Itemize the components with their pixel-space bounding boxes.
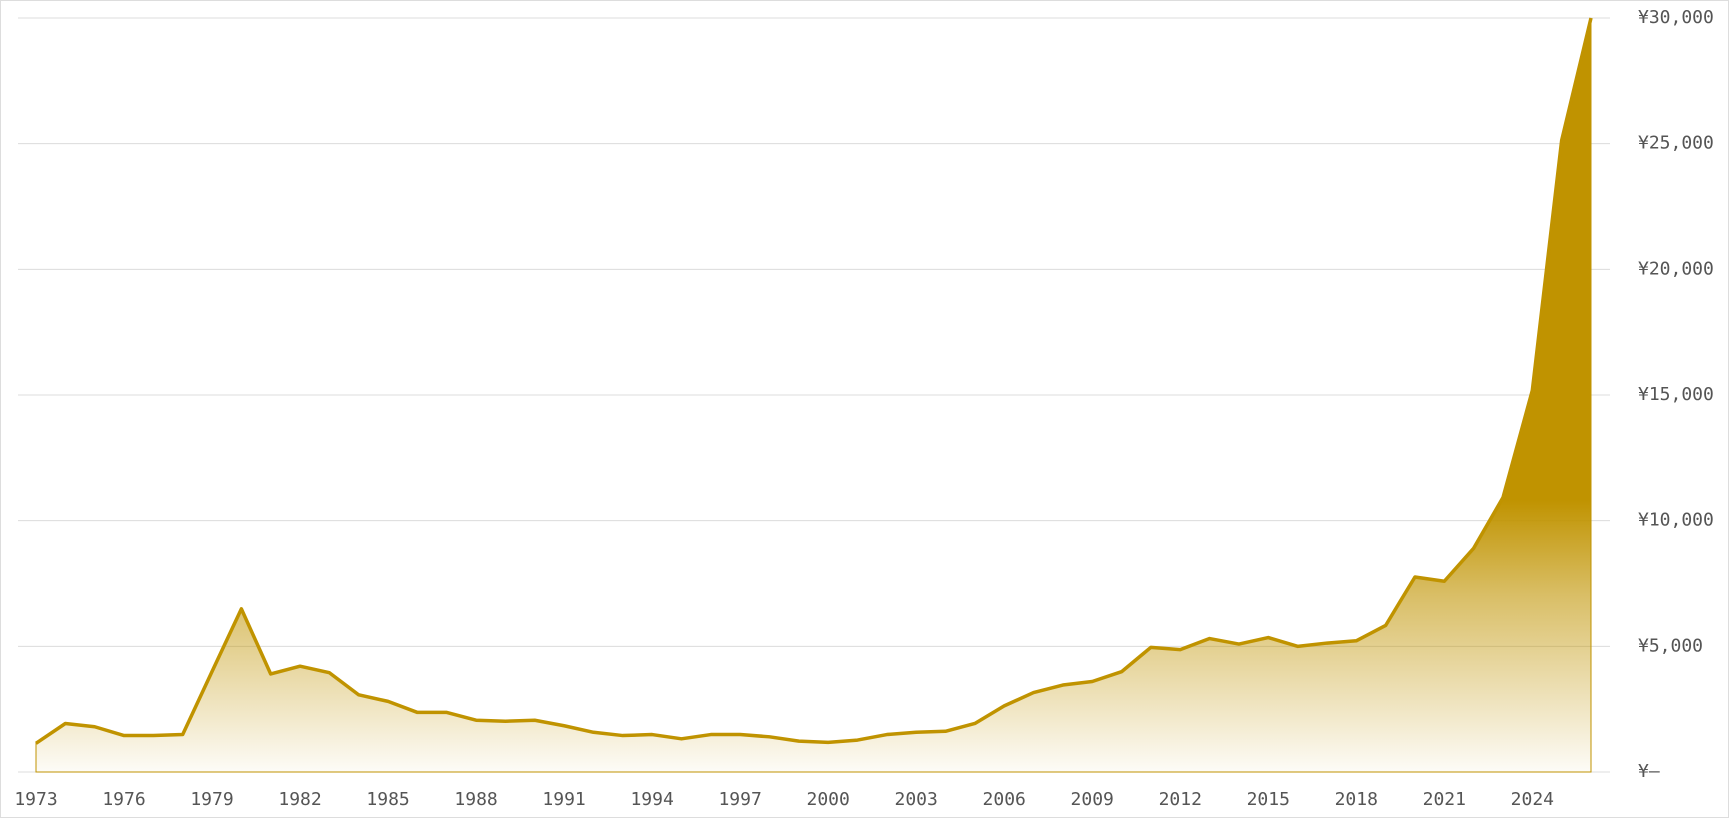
x-tick-label: 1979 (190, 789, 233, 810)
x-tick-label: 1973 (14, 789, 57, 810)
x-tick-label: 2018 (1335, 789, 1378, 810)
y-tick-label: ¥5,000 (1638, 635, 1703, 656)
x-tick-label: 2024 (1511, 789, 1554, 810)
x-tick-label: 2021 (1423, 789, 1466, 810)
x-tick-label: 2006 (983, 789, 1026, 810)
x-tick-label: 2009 (1071, 789, 1114, 810)
x-tick-label: 1997 (718, 789, 761, 810)
x-tick-label: 1985 (366, 789, 409, 810)
line (35, 17, 1593, 745)
x-tick-label: 2015 (1247, 789, 1290, 810)
x-tick-label: 1976 (102, 789, 145, 810)
y-tick-label: ¥25,000 (1638, 133, 1714, 154)
y-tick-label: ¥– (1638, 761, 1660, 782)
y-tick-label: ¥10,000 (1638, 510, 1714, 531)
x-tick-label: 1982 (278, 789, 321, 810)
y-tick-label: ¥15,000 (1638, 384, 1714, 405)
x-tick-label: 2003 (895, 789, 938, 810)
y-tick-label: ¥30,000 (1638, 7, 1714, 28)
y-tick-label: ¥20,000 (1638, 258, 1714, 279)
x-tick-label: 1994 (630, 789, 673, 810)
x-tick-label: 2000 (806, 789, 849, 810)
x-tick-label: 1991 (542, 789, 585, 810)
x-tick-label: 2012 (1159, 789, 1202, 810)
x-tick-label: 1988 (454, 789, 497, 810)
